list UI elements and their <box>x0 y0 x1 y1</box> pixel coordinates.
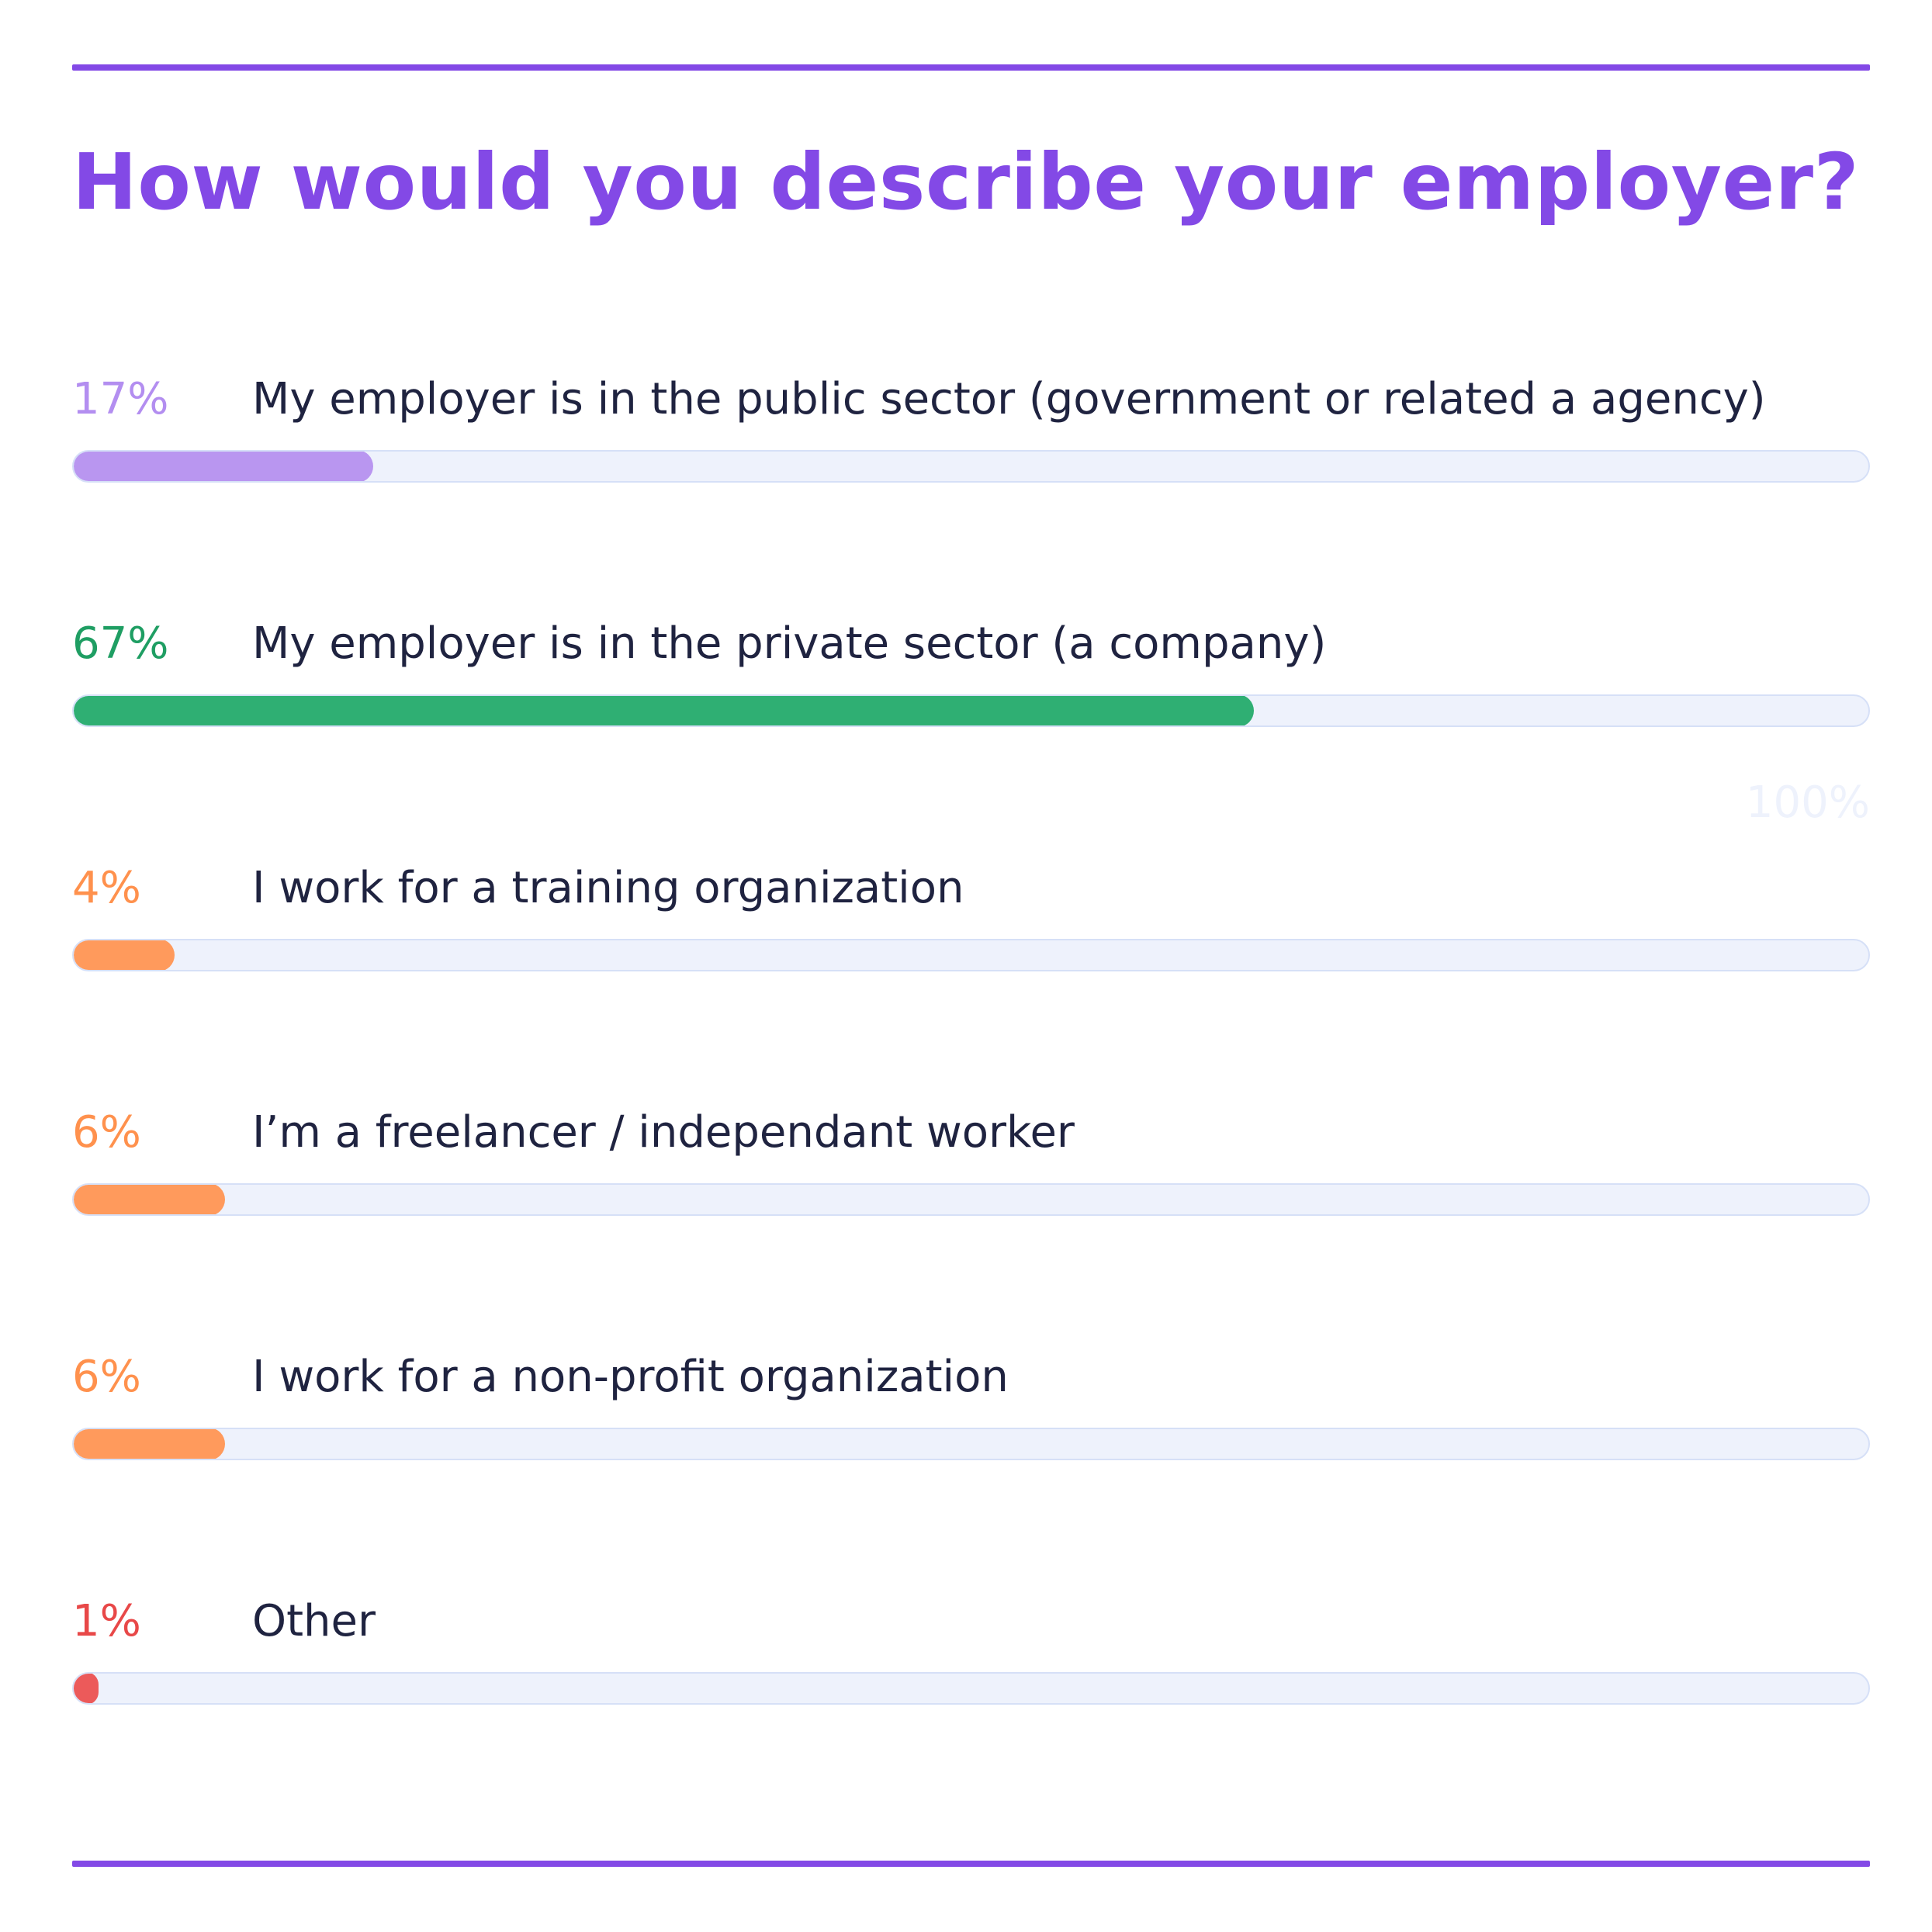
category-label: I work for a non-profit organization <box>252 1352 1009 1402</box>
category-label: I work for a training organization <box>252 863 964 913</box>
bar-fill <box>74 1185 225 1214</box>
bar-track <box>72 450 1870 483</box>
bar-fill <box>74 696 1254 725</box>
chart-title: How would you describe your employer? <box>72 137 1860 227</box>
percent-label: 1% <box>72 1596 141 1646</box>
bar-track <box>72 1672 1870 1705</box>
percent-label: 67% <box>72 618 169 669</box>
bar-track <box>72 1183 1870 1216</box>
bar-row: 1% Other <box>72 1594 1870 1719</box>
bar-fill <box>74 452 373 481</box>
bar-row: 4% I work for a training organization <box>72 861 1870 985</box>
bar-track <box>72 939 1870 971</box>
scale-max-label: 100% <box>1745 777 1870 828</box>
category-label: My employer is in the public sector (gov… <box>252 374 1766 424</box>
bar-track <box>72 1428 1870 1460</box>
bar-fill <box>74 1674 99 1703</box>
bar-track <box>72 694 1870 727</box>
bar-row: 17% My employer is in the public sector (… <box>72 372 1870 497</box>
bar-row: 67% My employer is in the private sector … <box>72 617 1870 741</box>
bottom-divider <box>72 1861 1870 1867</box>
category-label: I’m a freelancer / independant worker <box>252 1107 1075 1158</box>
top-divider <box>72 64 1870 71</box>
bar-row: 6% I work for a non-profit organization <box>72 1350 1870 1474</box>
percent-label: 17% <box>72 374 169 424</box>
bar-fill <box>74 940 175 970</box>
category-label: My employer is in the private sector (a … <box>252 618 1327 669</box>
percent-label: 4% <box>72 863 141 913</box>
bar-fill <box>74 1429 225 1459</box>
category-label: Other <box>252 1596 376 1646</box>
percent-label: 6% <box>72 1107 141 1158</box>
percent-label: 6% <box>72 1352 141 1402</box>
bar-row: 6% I’m a freelancer / independant worker <box>72 1106 1870 1230</box>
